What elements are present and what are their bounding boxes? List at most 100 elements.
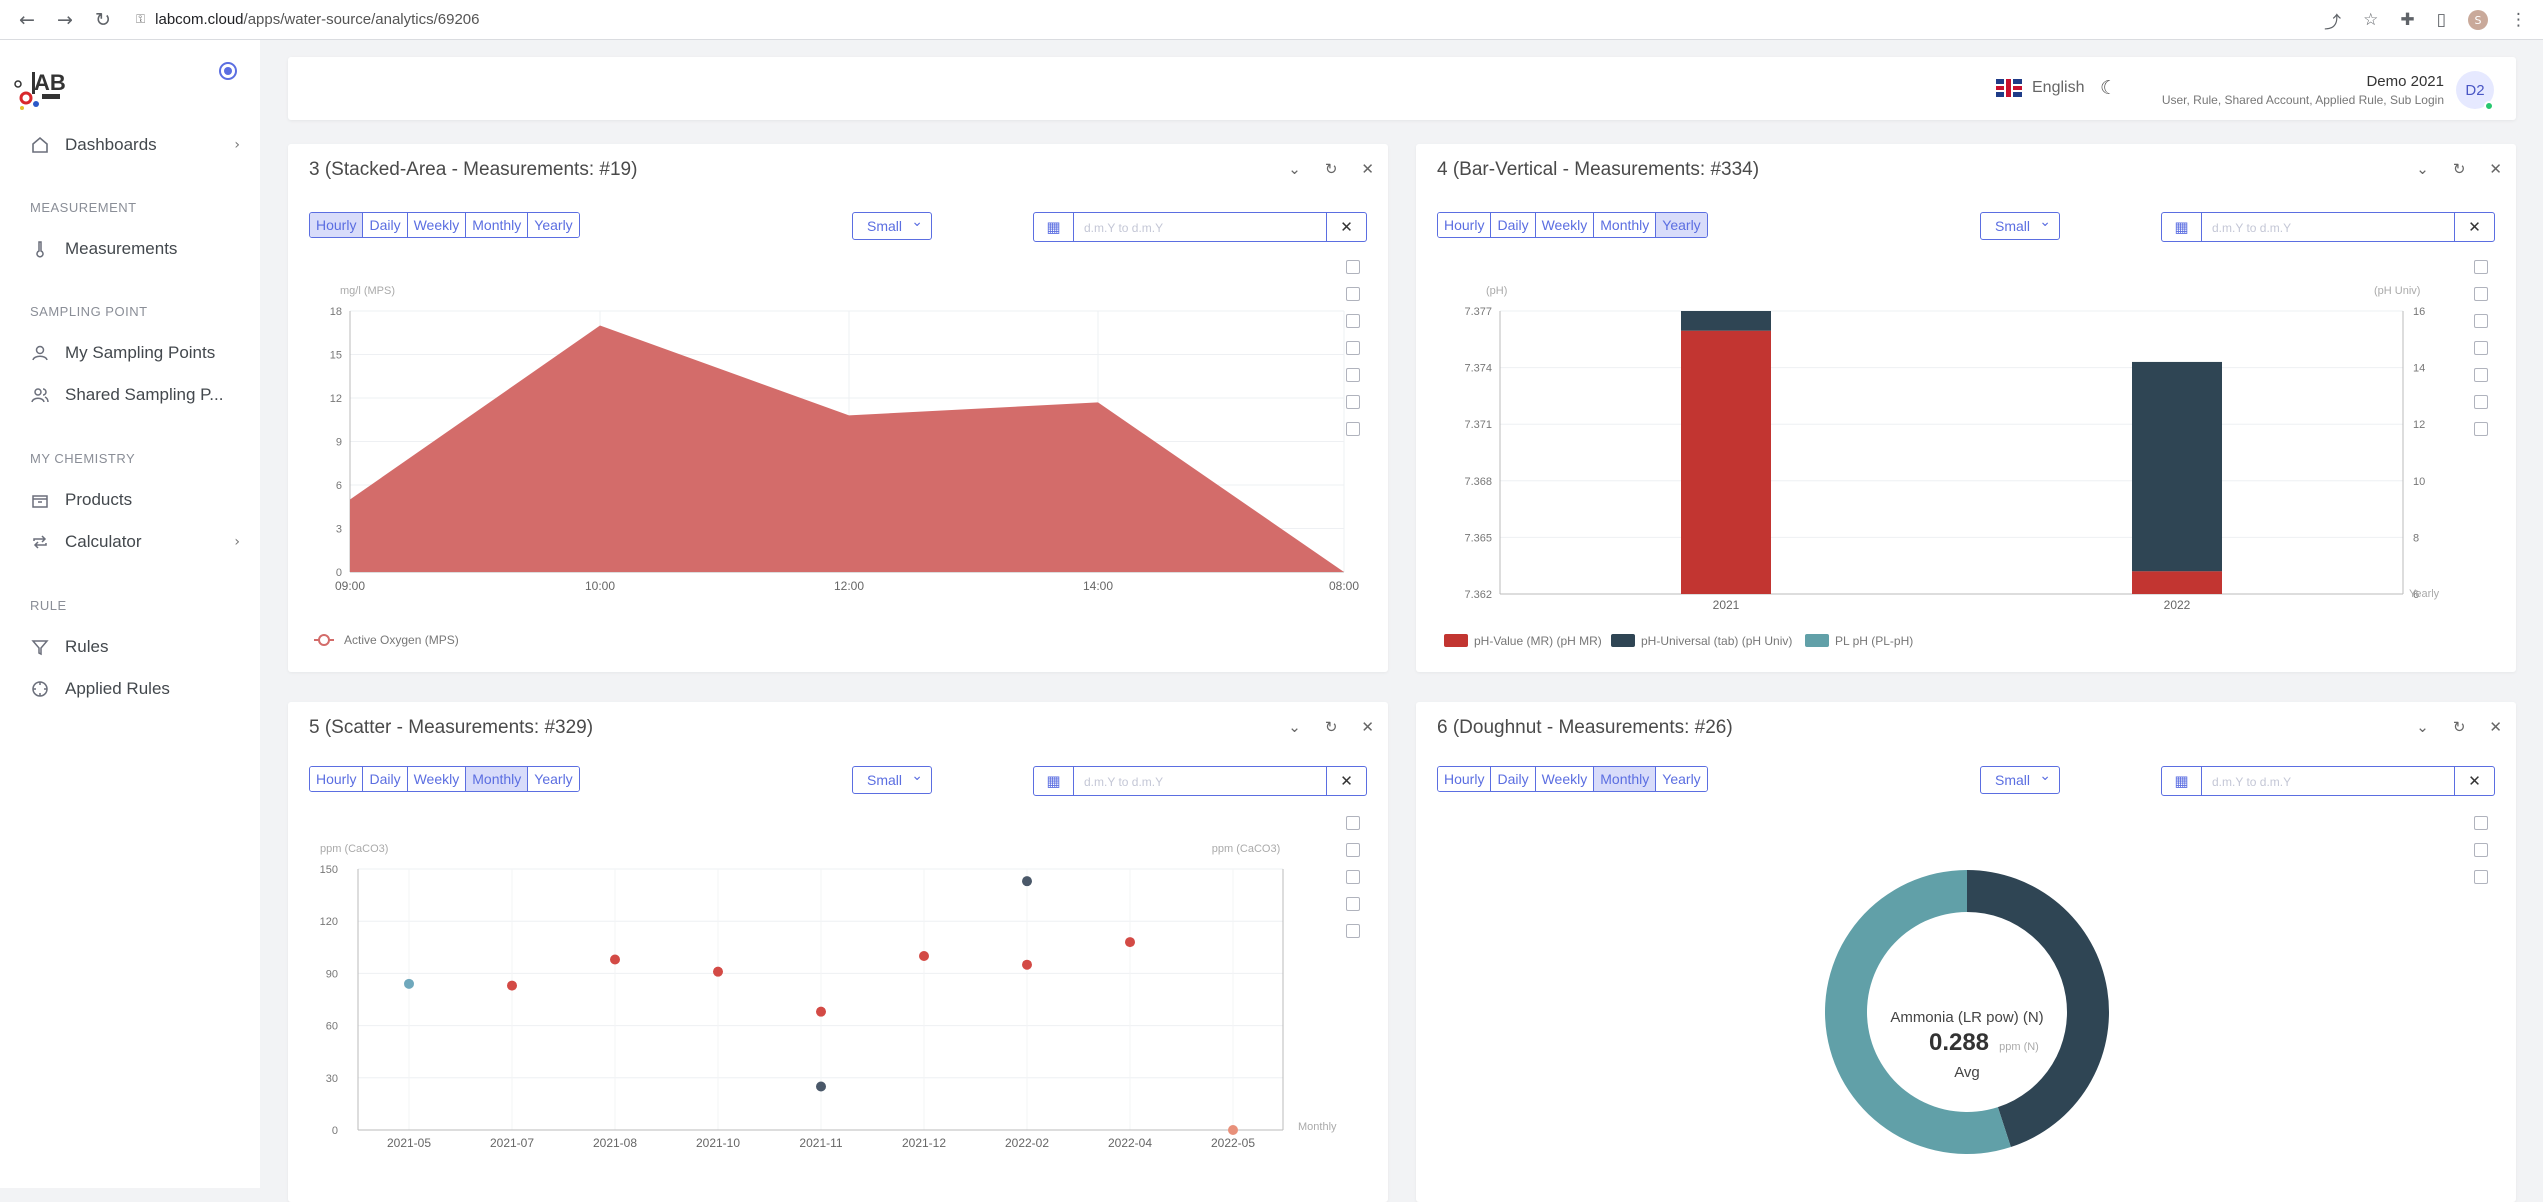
collapse-icon[interactable]: ⌄	[1288, 718, 1301, 736]
zoom-reset-icon[interactable]	[2474, 287, 2488, 301]
period-button-hourly[interactable]: Hourly	[1438, 767, 1492, 791]
line-chart-icon[interactable]	[2474, 341, 2488, 355]
date-range-input[interactable]: d.m.Y to d.m.Y	[2212, 221, 2292, 235]
period-button-weekly[interactable]: Weekly	[407, 767, 467, 791]
period-button-daily[interactable]: Daily	[363, 213, 408, 237]
data-view-icon[interactable]	[2474, 816, 2488, 830]
restore-icon[interactable]	[1346, 395, 1360, 409]
restore-icon[interactable]	[1346, 897, 1360, 911]
period-button-weekly[interactable]: Weekly	[407, 213, 467, 237]
period-button-hourly[interactable]: Hourly	[310, 767, 364, 791]
address-bar[interactable]: ⚿ labcom.cloud /apps/water-source/analyt…	[136, 11, 480, 28]
forward-icon[interactable]: →	[57, 8, 73, 31]
user-name[interactable]: Demo 2021	[2366, 73, 2444, 90]
sidebar-item-shared-sampling-points[interactable]: Shared Sampling P...	[30, 382, 240, 408]
sidebar-item-applied-rules[interactable]: Applied Rules	[30, 676, 240, 702]
period-button-weekly[interactable]: Weekly	[1535, 767, 1595, 791]
zoom-reset-icon[interactable]	[1346, 843, 1360, 857]
period-button-monthly[interactable]: Monthly	[1594, 213, 1657, 237]
collapse-icon[interactable]: ⌄	[1288, 160, 1301, 178]
close-icon[interactable]: ✕	[2489, 718, 2502, 736]
date-range-picker[interactable]: ▦ d.m.Y to d.m.Y ✕	[1033, 212, 1367, 242]
sidebar-item-calculator[interactable]: Calculator ›	[30, 529, 240, 555]
sidebar-item-products[interactable]: Products	[30, 487, 240, 513]
sidebar-item-measurements[interactable]: Measurements	[30, 236, 240, 262]
y-axis-label: ppm (CaCO3)	[320, 843, 388, 855]
bar-chart-icon[interactable]	[2474, 368, 2488, 382]
collapse-icon[interactable]: ⌄	[2416, 160, 2429, 178]
close-icon[interactable]: ✕	[1361, 718, 1374, 736]
clear-icon[interactable]: ✕	[2454, 213, 2494, 241]
download-icon[interactable]	[2474, 870, 2488, 884]
collapse-icon[interactable]: ⌄	[2416, 718, 2429, 736]
zoom-icon[interactable]	[1346, 816, 1360, 830]
line-chart-icon[interactable]	[1346, 341, 1360, 355]
period-button-daily[interactable]: Daily	[1491, 767, 1536, 791]
download-icon[interactable]	[1346, 924, 1360, 938]
menu-icon[interactable]: ⋮	[2510, 10, 2527, 30]
period-button-hourly[interactable]: Hourly	[1438, 213, 1492, 237]
size-select[interactable]: Small	[852, 766, 932, 794]
period-button-daily[interactable]: Daily	[1491, 213, 1536, 237]
chart-toolbox	[2474, 816, 2488, 884]
sidebar-item-rules[interactable]: Rules	[30, 634, 240, 660]
download-icon[interactable]	[2474, 422, 2488, 436]
star-icon[interactable]: ☆	[2363, 10, 2379, 30]
zoom-reset-icon[interactable]	[1346, 287, 1360, 301]
date-range-input[interactable]: d.m.Y to d.m.Y	[1084, 221, 1164, 235]
y2-tick-label: 8	[2413, 532, 2419, 544]
refresh-icon[interactable]: ↻	[2452, 718, 2466, 736]
area-series	[350, 325, 1344, 572]
reload-icon[interactable]: ↻	[95, 8, 111, 31]
period-button-yearly[interactable]: Yearly	[1656, 213, 1707, 237]
clear-icon[interactable]: ✕	[1326, 767, 1366, 795]
data-view-icon[interactable]	[1346, 314, 1360, 328]
x-tick-label: 14:00	[1083, 579, 1113, 593]
restore-icon[interactable]	[2474, 395, 2488, 409]
bar-chart-icon[interactable]	[1346, 368, 1360, 382]
sidepanel-icon[interactable]: ▯	[2436, 10, 2446, 30]
profile-avatar[interactable]: S	[2468, 10, 2488, 30]
sidebar-item-dashboards[interactable]: Dashboards ›	[30, 132, 240, 158]
period-button-monthly[interactable]: Monthly	[466, 213, 529, 237]
date-range-picker[interactable]: ▦ d.m.Y to d.m.Y ✕	[2161, 212, 2495, 242]
period-button-weekly[interactable]: Weekly	[1535, 213, 1595, 237]
clear-icon[interactable]: ✕	[1326, 213, 1366, 241]
refresh-icon[interactable]: ↻	[1324, 718, 1338, 736]
refresh-icon[interactable]: ↻	[1324, 160, 1338, 178]
period-button-monthly[interactable]: Monthly	[466, 767, 529, 791]
close-icon[interactable]: ✕	[1361, 160, 1374, 178]
share-icon[interactable]: ⤴	[2324, 12, 2342, 33]
size-select[interactable]: Small	[1980, 766, 2060, 794]
close-icon[interactable]: ✕	[2489, 160, 2502, 178]
date-range-picker[interactable]: ▦ d.m.Y to d.m.Y ✕	[2161, 766, 2495, 796]
browser-toolbar: ← → ↻ ⚿ labcom.cloud /apps/water-source/…	[0, 0, 2543, 40]
sidebar-item-my-sampling-points[interactable]: My Sampling Points	[30, 340, 240, 366]
zoom-icon[interactable]	[2474, 260, 2488, 274]
size-select[interactable]: Small	[1980, 212, 2060, 240]
date-range-input[interactable]: d.m.Y to d.m.Y	[2212, 775, 2292, 789]
back-icon[interactable]: ←	[19, 8, 35, 31]
zoom-icon[interactable]	[1346, 260, 1360, 274]
period-button-yearly[interactable]: Yearly	[528, 213, 579, 237]
refresh-icon[interactable]: ↻	[2452, 160, 2466, 178]
moon-icon[interactable]: ☾	[2100, 77, 2118, 99]
data-view-icon[interactable]	[2474, 314, 2488, 328]
extensions-icon[interactable]: ✚	[2400, 10, 2415, 30]
data-view-icon[interactable]	[1346, 870, 1360, 884]
period-button-monthly[interactable]: Monthly	[1594, 767, 1657, 791]
period-button-daily[interactable]: Daily	[363, 767, 408, 791]
x-axis-name: Monthly	[1298, 1121, 1337, 1133]
sidebar-toggle-icon[interactable]	[219, 62, 237, 80]
language-selector[interactable]: English	[1996, 79, 2084, 97]
period-button-yearly[interactable]: Yearly	[1656, 767, 1707, 791]
date-range-picker[interactable]: ▦ d.m.Y to d.m.Y ✕	[1033, 766, 1367, 796]
size-select[interactable]: Small	[852, 212, 932, 240]
restore-icon[interactable]	[2474, 843, 2488, 857]
period-button-hourly[interactable]: Hourly	[310, 213, 364, 237]
download-icon[interactable]	[1346, 422, 1360, 436]
date-range-input[interactable]: d.m.Y to d.m.Y	[1084, 775, 1164, 789]
clear-icon[interactable]: ✕	[2454, 767, 2494, 795]
card-title: 5 (Scatter - Measurements: #329)	[309, 717, 594, 738]
period-button-yearly[interactable]: Yearly	[528, 767, 579, 791]
